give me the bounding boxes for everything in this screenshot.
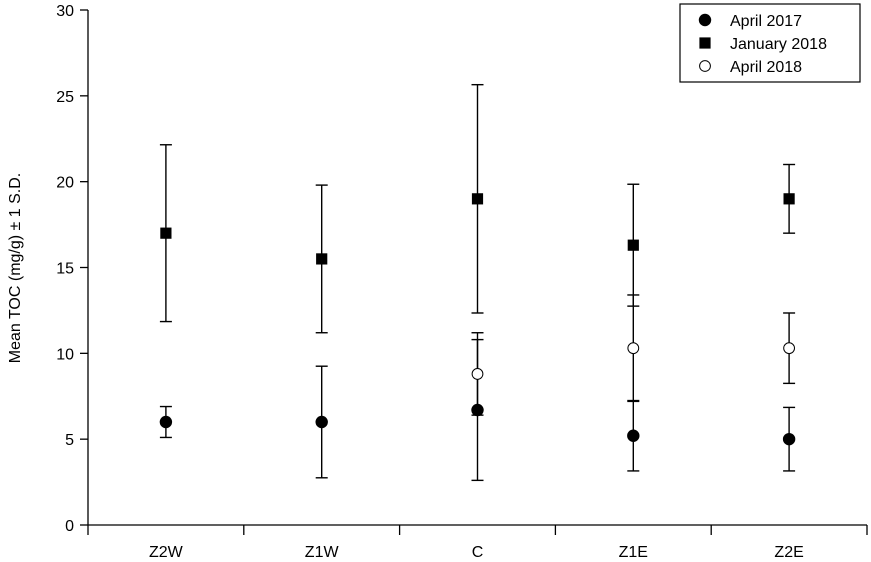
data-point [783, 342, 795, 355]
x-tick-label: Z1E [619, 544, 648, 561]
data-point [315, 415, 328, 429]
x-tick-label: Z2W [149, 544, 184, 561]
data-point [783, 193, 795, 205]
y-ticks: 0 5 10 15 20 25 30 [56, 3, 88, 535]
legend: April 2017 January 2018 April 2018 [679, 3, 861, 83]
y-axis-label: Mean TOC (mg/g) ± 1 S.D. [7, 173, 24, 363]
y-tick-label: 20 [56, 175, 74, 192]
data-point [159, 415, 173, 429]
plot-area [159, 83, 796, 482]
y-tick-label: 0 [65, 518, 74, 535]
data-point [471, 368, 484, 380]
legend-marker [698, 13, 712, 27]
series-2 [471, 294, 796, 416]
y-tick-label: 25 [56, 89, 74, 106]
x-tick-label: Z1W [305, 544, 340, 561]
legend-label: January 2018 [730, 36, 827, 53]
legend-marker [699, 60, 711, 72]
data-point [627, 342, 640, 355]
y-tick-label: 10 [56, 346, 74, 363]
x-tick-label: Z2E [774, 544, 803, 561]
data-point [316, 253, 328, 265]
data-point [627, 239, 639, 251]
legend-label: April 2018 [730, 59, 802, 76]
data-point [782, 432, 796, 446]
legend-label: April 2017 [730, 13, 802, 30]
data-point [160, 227, 172, 239]
x-ticks: Z2W Z1W C Z1E Z2E [87, 525, 868, 561]
x-tick-label: C [472, 544, 484, 561]
series-1 [159, 83, 796, 334]
data-point [627, 429, 640, 442]
data-point [471, 193, 484, 205]
y-tick-label: 5 [65, 432, 74, 449]
y-tick-label: 15 [56, 261, 74, 278]
legend-marker [699, 37, 711, 49]
y-tick-label: 30 [56, 3, 74, 20]
